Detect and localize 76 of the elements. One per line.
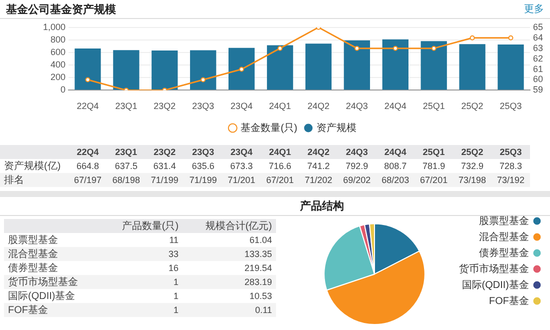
point [200, 77, 206, 82]
x-tick-label: 22Q4 [76, 101, 99, 112]
y2-tick-label: 59 [532, 84, 544, 95]
bar [190, 50, 216, 90]
point [508, 35, 514, 40]
chart-title: 基金公司基金资产规模 [6, 2, 116, 16]
data-label: 792.9 [344, 160, 370, 173]
y-tick-label: 1,000 [42, 22, 66, 32]
data-label: 631.4 [152, 160, 177, 173]
y2-tick-label: 65 [532, 22, 544, 32]
y2-tick-label: 62 [532, 53, 544, 64]
y2-tick-label: 63 [532, 42, 544, 53]
legend-label: 货币市场型基金 [459, 262, 529, 275]
y-tick-label: 600 [50, 47, 66, 58]
point [354, 46, 360, 51]
row-shading: 国际(QDII)基金 1 10.53 [4, 289, 276, 303]
row-shading: 股票型基金 11 61.04 [4, 233, 276, 247]
legend-label: FOF基金 [489, 294, 529, 307]
point [431, 46, 436, 51]
row-shading: FOF基金 1 0.11 [4, 303, 276, 317]
x-tick-label: 24Q3 [346, 101, 368, 112]
legend-label: 基金数量(只) [240, 122, 298, 134]
bar [74, 48, 101, 90]
x-tick-label: 25Q2 [461, 101, 484, 112]
data-label: 781.9 [422, 160, 446, 173]
bar [266, 45, 294, 90]
data-label: 808.7 [383, 160, 408, 173]
bar [113, 50, 140, 90]
data-label: 741.2 [306, 160, 331, 173]
y-tick-label: 800 [50, 34, 66, 44]
bar [420, 41, 447, 90]
y-tick-label: 200 [50, 72, 66, 82]
legend-label: 股票型基金 [479, 214, 529, 227]
data-label: 664.8 [75, 160, 100, 173]
x-tick-label: 23Q3 [192, 101, 214, 112]
legend-label: 债券型基金 [479, 246, 529, 259]
row-shading: 债券型基金 16 219.54 [4, 261, 276, 275]
chart-title: 产品结构 [299, 200, 344, 213]
y-tick-label: 400 [50, 60, 66, 70]
data-label: 716.6 [268, 160, 292, 173]
data-label: 673.3 [229, 160, 254, 173]
row-shading: 货币市场型基金 1 283.19 [4, 275, 276, 289]
x-tick-label: 23Q2 [154, 101, 176, 112]
text: 更多 [524, 3, 544, 16]
y2-tick-label: 61 [532, 64, 544, 74]
data-label: 728.3 [498, 160, 523, 173]
data-label: 637.5 [114, 160, 138, 173]
bar [152, 50, 178, 90]
data-label: 635.6 [190, 160, 216, 173]
bar [382, 39, 408, 90]
row-shading: 混合型基金 33 133.35 [4, 247, 276, 261]
data-label: 732.9 [460, 160, 485, 173]
bar [459, 44, 486, 90]
x-tick-label: 25Q3 [500, 101, 522, 112]
text: 资产规模(亿) [3, 160, 62, 173]
y2-tick-label: 60 [532, 74, 544, 84]
x-tick-label: 24Q4 [384, 101, 406, 112]
legend-label: 资产规模 [316, 122, 356, 134]
x-tick-label: 24Q1 [269, 101, 292, 112]
x-tick-label: 23Q4 [230, 101, 253, 112]
point [239, 66, 244, 72]
x-tick-label: 24Q2 [307, 101, 330, 112]
legend-label: 国际(QDII)基金 [462, 278, 529, 291]
point [85, 77, 90, 82]
bar [228, 48, 255, 90]
point [470, 35, 475, 40]
point [392, 46, 398, 51]
bar [305, 44, 332, 90]
legend-label: 混合型基金 [479, 230, 529, 243]
x-tick-label: 23Q1 [115, 101, 138, 112]
bar [498, 44, 524, 90]
point [278, 46, 283, 51]
x-tick-label: 25Q1 [422, 101, 445, 112]
bar [344, 40, 370, 90]
y2-tick-label: 64 [532, 32, 544, 42]
y-tick-label: 0 [60, 84, 66, 95]
